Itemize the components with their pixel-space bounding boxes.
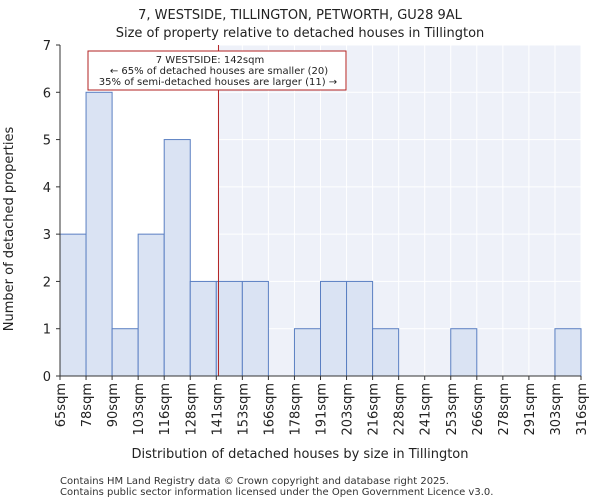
annotation-line-3: 35% of semi-detached houses are larger (… <box>99 77 337 88</box>
x-tick-label: 65sqm <box>54 383 69 427</box>
chart-subtitle: Size of property relative to detached ho… <box>116 26 485 41</box>
bars <box>59 91 582 377</box>
x-axis-label: Distribution of detached houses by size … <box>132 447 469 462</box>
x-tick-label: 90sqm <box>106 383 121 427</box>
x-tick-label: 303sqm <box>549 383 564 436</box>
bar-153sqm <box>241 280 269 377</box>
footer-line-1: Contains HM Land Registry data © Crown c… <box>60 476 449 487</box>
bar-128sqm <box>189 280 217 377</box>
x-tick-label: 278sqm <box>497 383 512 436</box>
x-tick-label: 291sqm <box>523 383 538 436</box>
y-tick-label: 3 <box>43 228 51 243</box>
bar-116sqm <box>163 139 191 377</box>
bar-141sqm <box>215 280 243 377</box>
bar-191sqm <box>320 280 348 377</box>
axes <box>56 44 582 380</box>
x-tick-label: 191sqm <box>315 383 330 436</box>
x-tick-label: 153sqm <box>236 383 251 436</box>
bar-216sqm <box>372 328 400 377</box>
x-tick-labels: 65sqm 78sqm 90sqm 103sqm 116sqm 128sqm 141sqm 1… <box>54 383 590 436</box>
bar-78sqm <box>85 91 113 377</box>
bar-203sqm <box>346 280 374 377</box>
annotation-box: 7 WESTSIDE: 142sqm ← 65% of detached hou… <box>87 50 347 91</box>
x-tick-label: 141sqm <box>210 383 225 436</box>
y-tick-label: 6 <box>43 86 51 101</box>
x-tick-label: 128sqm <box>184 383 199 436</box>
y-tick-label: 5 <box>43 134 51 149</box>
x-tick-label: 166sqm <box>262 383 277 436</box>
y-tick-label: 1 <box>43 323 51 338</box>
x-tick-label: 116sqm <box>158 383 173 436</box>
bar-178sqm <box>293 328 322 377</box>
bar-253sqm <box>450 328 478 377</box>
y-tick-label: 2 <box>43 275 51 290</box>
x-tick-label: 78sqm <box>80 383 95 427</box>
y-tick-label: 7 <box>43 39 51 54</box>
chart-title: 7, WESTSIDE, TILLINGTON, PETWORTH, GU28 … <box>138 8 463 23</box>
x-tick-label: 228sqm <box>393 383 408 436</box>
x-tick-label: 316sqm <box>575 383 590 436</box>
x-tick-label: 103sqm <box>132 383 147 436</box>
x-tick-label: 203sqm <box>341 383 356 436</box>
annotation-line-1: 7 WESTSIDE: 142sqm <box>156 55 264 66</box>
footer-line-2: Contains public sector information licen… <box>60 487 493 498</box>
y-axis-label: Number of detached properties <box>2 127 17 332</box>
bar-90sqm <box>111 328 139 377</box>
annotation-line-2: ← 65% of detached houses are smaller (20… <box>110 66 328 77</box>
y-tick-label: 0 <box>43 370 51 385</box>
x-tick-label: 241sqm <box>419 383 434 436</box>
bar-65sqm <box>59 233 87 377</box>
x-tick-label: 216sqm <box>367 383 382 436</box>
annotation-frame <box>87 50 347 91</box>
x-tick-label: 253sqm <box>445 383 460 436</box>
x-tick-label: 266sqm <box>471 383 486 436</box>
y-tick-labels: 0 1 2 3 4 5 6 7 <box>43 39 51 385</box>
bar-103sqm <box>137 233 165 377</box>
x-tick-label: 178sqm <box>288 383 303 436</box>
y-tick-label: 4 <box>43 181 51 196</box>
bar-303sqm <box>554 328 582 377</box>
